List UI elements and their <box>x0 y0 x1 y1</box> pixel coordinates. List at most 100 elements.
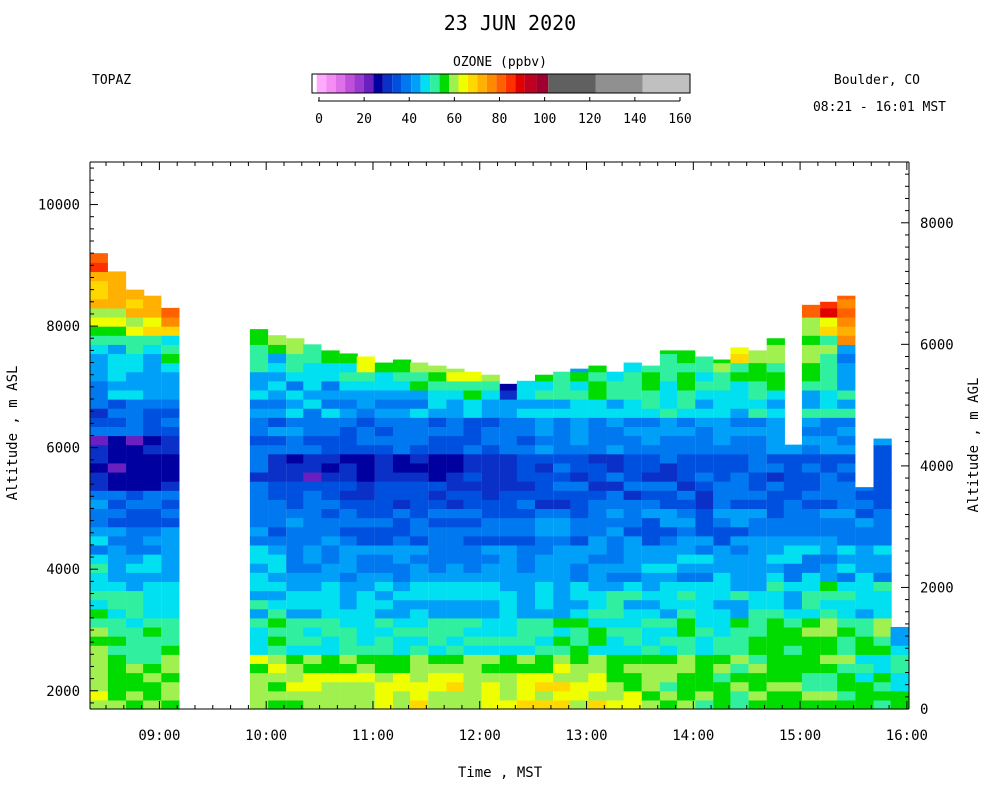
ozone-cell <box>659 362 679 373</box>
ozone-cell <box>820 645 839 655</box>
x-axis-label: Time , MST <box>458 765 543 781</box>
ozone-cell <box>695 681 714 692</box>
colorbar-bin <box>373 74 383 93</box>
ozone-cell <box>161 663 180 674</box>
ozone-cell <box>748 690 767 701</box>
ozone-cell <box>107 481 127 491</box>
ozone-cell <box>695 380 714 391</box>
ozone-cell <box>695 462 714 473</box>
ozone-cell <box>286 435 305 446</box>
ozone-cell <box>286 599 305 610</box>
ozone-cell <box>695 581 714 592</box>
ozone-cell <box>695 554 714 564</box>
ozone-cell <box>89 699 108 710</box>
ozone-cell <box>730 499 749 510</box>
ozone-cell <box>143 371 162 382</box>
ozone-cell <box>837 517 856 528</box>
ozone-cell <box>249 663 269 674</box>
ozone-cell <box>606 481 625 491</box>
ozone-cell <box>890 690 909 701</box>
ozone-cell <box>463 563 482 573</box>
ozone-cell <box>659 499 679 510</box>
profile-column <box>89 253 108 710</box>
ozone-cell <box>463 517 482 528</box>
x-tick-label: 12:00 <box>459 728 501 744</box>
profile-column <box>481 374 500 710</box>
ozone-cell <box>801 535 821 546</box>
ozone-cell <box>392 690 412 701</box>
ozone-cell <box>143 690 162 701</box>
ozone-cell <box>89 380 108 391</box>
ozone-cell <box>410 517 429 528</box>
ozone-cell <box>837 681 856 692</box>
ozone-cell <box>89 362 108 373</box>
profile-column <box>107 271 127 710</box>
ozone-cell <box>143 295 162 300</box>
ozone-cell <box>356 526 375 537</box>
ozone-cell <box>107 608 127 619</box>
ozone-cell <box>695 362 714 373</box>
ozone-cell <box>641 517 661 528</box>
ozone-cell <box>89 389 108 400</box>
ozone-cell <box>428 681 447 692</box>
ozone-cell <box>303 380 322 391</box>
ozone-cell <box>783 526 803 537</box>
ozone-cell <box>677 517 696 528</box>
ozone-cell <box>677 599 696 610</box>
ozone-cell <box>303 645 322 655</box>
ozone-cell <box>659 371 679 382</box>
ozone-cell <box>730 380 749 391</box>
ozone-cell <box>286 590 305 601</box>
ozone-cell <box>410 462 429 473</box>
ozone-cell <box>695 444 714 455</box>
ozone-cell <box>107 599 127 610</box>
ozone-cell <box>837 435 856 446</box>
ozone-cell <box>89 316 108 327</box>
ozone-cell <box>623 399 642 409</box>
ozone-cell <box>588 554 607 564</box>
ozone-cell <box>392 526 412 537</box>
ozone-cell <box>161 526 180 537</box>
ozone-cell <box>695 453 714 464</box>
ozone-cell <box>553 526 572 537</box>
ozone-cell <box>713 481 732 491</box>
ozone-cell <box>606 426 625 437</box>
ozone-cell <box>392 581 412 592</box>
ozone-cell <box>766 672 785 683</box>
ozone-cell <box>303 389 322 400</box>
ozone-cell <box>463 626 482 637</box>
ozone-cell <box>516 599 536 610</box>
ozone-cell <box>837 608 856 619</box>
ozone-cell <box>410 399 429 409</box>
ozone-cell <box>837 645 856 655</box>
ozone-cell <box>446 417 465 427</box>
ozone-cell <box>143 581 162 592</box>
ozone-cell <box>535 636 554 646</box>
ozone-cell <box>126 471 145 482</box>
colorbar-bin <box>515 74 525 93</box>
ozone-cell <box>623 690 642 701</box>
ozone-cell <box>801 526 821 537</box>
ozone-cell <box>766 554 785 564</box>
ozone-cell <box>766 453 785 464</box>
ozone-cell <box>837 444 856 455</box>
colorbar-ticks: 0 20 40 60 80 100 120 140 160 <box>315 97 692 127</box>
ozone-cell <box>410 389 429 400</box>
ozone-cell <box>516 645 536 655</box>
ozone-cell <box>481 471 500 482</box>
ozone-cell <box>659 663 679 674</box>
ozone-cell <box>553 654 572 665</box>
ozone-cell <box>107 554 127 564</box>
ozone-cell <box>286 608 305 619</box>
ozone-cell <box>126 316 145 327</box>
ozone-cell <box>588 435 607 446</box>
ozone-cell <box>410 380 429 391</box>
ozone-cell <box>641 435 661 446</box>
profile-column <box>713 359 732 710</box>
ozone-cell <box>161 371 180 382</box>
ozone-cell <box>801 636 821 646</box>
ozone-cell <box>286 672 305 683</box>
ozone-cell <box>820 307 839 318</box>
ozone-cell <box>820 371 839 382</box>
ozone-cell <box>286 426 305 437</box>
